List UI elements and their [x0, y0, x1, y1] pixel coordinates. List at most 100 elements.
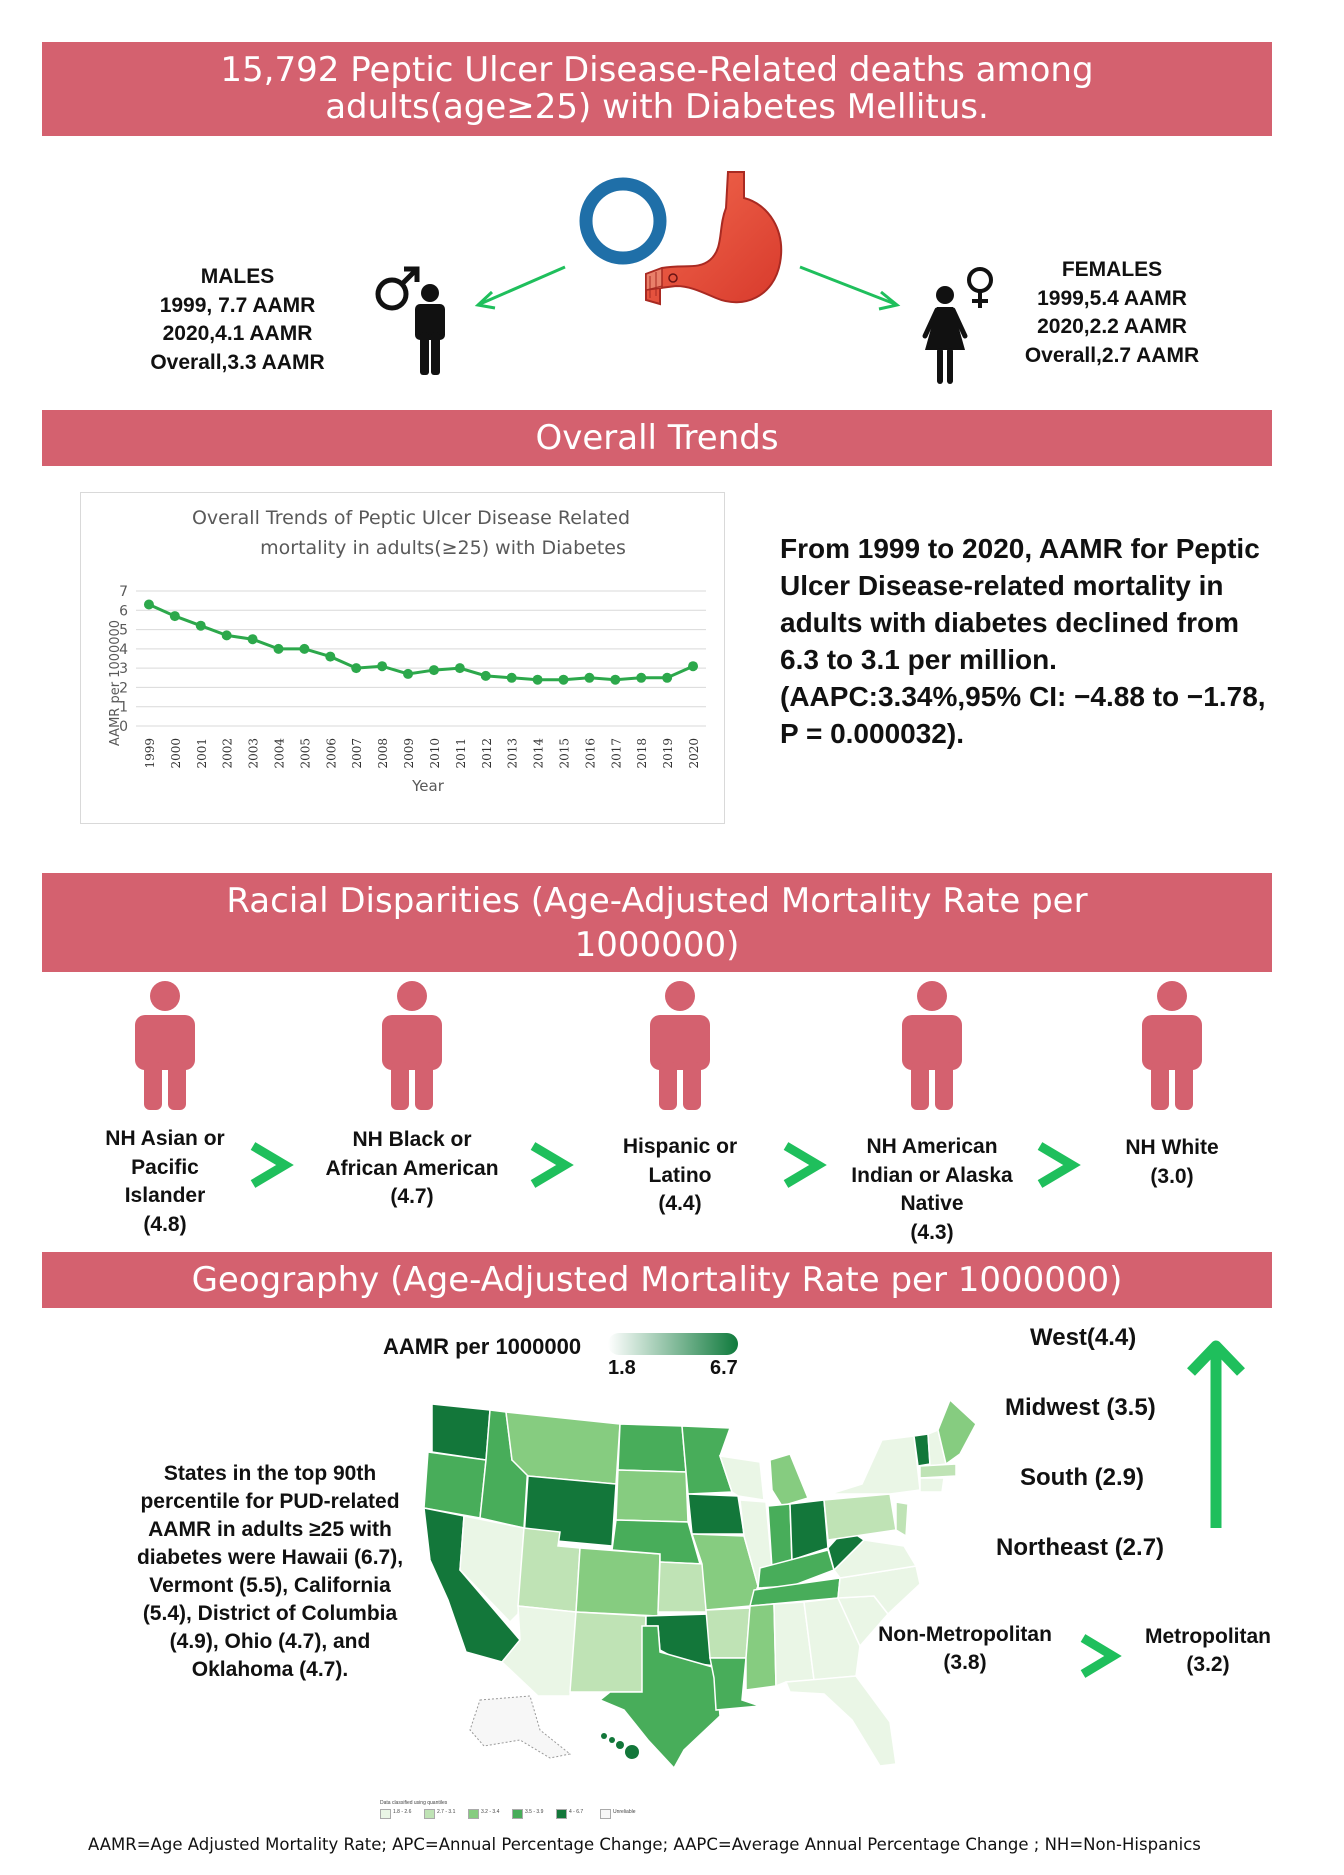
quintile-swatch — [556, 1809, 567, 1819]
males-heading: MALES — [200, 265, 275, 288]
map-quintile-legend: 1.8 - 2.6 2.7 - 3.1 3.2 - 3.4 3.5 - 3.9 4 - … — [380, 1809, 660, 1821]
region-west: West(4.4) — [1030, 1324, 1137, 1351]
chart-xtick-label: 2004 — [273, 738, 287, 769]
quintile-label: 1.8 - 2.6 — [393, 1809, 412, 1815]
arrow-right-icon — [799, 265, 901, 311]
race-person-icon — [382, 981, 442, 1110]
state-kansas — [657, 1561, 709, 1613]
chart-xtick-label: 2005 — [298, 738, 312, 769]
title-banner: 15,792 Peptic Ulcer Disease-Related deat… — [42, 42, 1272, 136]
trend-chart-svg: Overall Trends of Peptic Ulcer Disease R… — [108, 507, 706, 795]
chart-series-line — [148, 603, 694, 682]
state-wisconsin — [718, 1455, 765, 1501]
quintile-label: 3.2 - 3.4 — [481, 1809, 500, 1815]
males-1999: 1999, 7.7 AAMR — [159, 293, 316, 317]
region-midwest: Midwest (3.5) — [1005, 1394, 1156, 1421]
quintile-swatch — [424, 1809, 435, 1819]
race-label-line: (4.7) — [390, 1185, 434, 1208]
chart-data-point — [169, 611, 180, 622]
chart-data-point — [532, 674, 543, 685]
race-label-line: Native — [900, 1192, 964, 1215]
state-south-dakota — [615, 1469, 689, 1523]
chart-xtick-label: 1999 — [143, 738, 157, 769]
chart-xtick-label: 2002 — [221, 738, 235, 769]
state-florida — [784, 1675, 897, 1767]
chart-data-point — [558, 674, 569, 685]
chart-data-point — [377, 661, 388, 672]
nonmetro-line-1: Non-Metropolitan — [878, 1623, 1052, 1646]
trend-chart: Overall Trends of Peptic Ulcer Disease R… — [80, 492, 725, 824]
chart-xtick-label: 2003 — [247, 738, 261, 769]
race-group-label: Hispanic or Latino (4.4) — [580, 1133, 780, 1219]
stomach-icon — [645, 171, 783, 306]
chart-xtick-label: 2011 — [454, 738, 468, 769]
race-person-icon — [650, 981, 710, 1110]
race-banner-line-1: Racial Disparities (Age-Adjusted Mortali… — [226, 880, 1088, 921]
chart-ytick-label: 2 — [119, 680, 128, 696]
region-northeast: Northeast (2.7) — [996, 1534, 1165, 1561]
race-group-label: NH Asian or Pacific Islander (4.8) — [65, 1125, 265, 1239]
region-south: South (2.9) — [1020, 1464, 1144, 1491]
chart-data-point — [195, 620, 206, 631]
chart-xtick-label: 2009 — [402, 738, 416, 769]
chart-data-point — [662, 672, 673, 683]
chart-xtick-label: 2019 — [661, 738, 675, 769]
state-georgia — [803, 1597, 861, 1681]
state-new-jersey — [895, 1501, 909, 1538]
title-line-1: 15,792 Peptic Ulcer Disease-Related deat… — [220, 50, 1094, 90]
states-line: (5.4), District of Columbia — [142, 1602, 398, 1625]
race-chevron-icon — [530, 1142, 574, 1188]
top-states-text: States in the top 90th percentile for PU… — [100, 1460, 440, 1684]
quintile-label: 4 - 6.7 — [569, 1809, 584, 1815]
race-label-line: (3.0) — [1150, 1164, 1194, 1188]
chart-ytick-label: 4 — [119, 642, 128, 658]
females-heading: FEMALES — [1061, 258, 1163, 281]
map-legend-min: 1.8 — [608, 1357, 636, 1379]
states-line: diabetes were Hawaii (6.7), — [136, 1546, 404, 1569]
chart-data-point — [247, 634, 258, 645]
chart-xlabel: Year — [411, 777, 445, 795]
state-maine — [937, 1400, 977, 1466]
chart-data-point — [584, 672, 595, 683]
quintile-swatch — [468, 1809, 479, 1819]
state-new-york — [829, 1435, 921, 1495]
race-chevron-icon — [1037, 1142, 1081, 1188]
females-2020: 2020,2.2 AAMR — [1037, 315, 1187, 338]
chart-xtick-label: 2007 — [350, 738, 364, 769]
chart-ytick-label: 5 — [119, 623, 128, 639]
chart-data-point — [325, 651, 336, 662]
female-figure-icon — [922, 267, 993, 384]
males-stats: MALES 1999, 7.7 AAMR 2020,4.1 AAMR Overa… — [125, 263, 350, 377]
males-2020: 2020,4.1 AAMR — [162, 322, 313, 345]
chart-xtick-label: 2000 — [169, 738, 183, 769]
state-alaska — [469, 1695, 572, 1759]
race-label-line: (4.4) — [658, 1192, 702, 1215]
overall-trends-banner: Overall Trends — [42, 410, 1272, 466]
race-label-line: Pacific — [131, 1155, 199, 1179]
quintile-label: Unreliable — [613, 1809, 636, 1815]
chart-data-point — [221, 630, 232, 641]
chart-ytick-label: 1 — [119, 700, 128, 716]
map-legend-gradient — [608, 1333, 738, 1355]
chart-ylabel: AAMR per 1000000 — [108, 620, 123, 746]
trend-summary: From 1999 to 2020, AAMR for Peptic Ulcer… — [780, 533, 1266, 749]
state-new-mexico — [569, 1611, 647, 1693]
nonmetro-label: Non-Metropolitan (3.8) — [850, 1621, 1080, 1677]
chart-data-point — [403, 668, 414, 679]
geography-banner: Geography (Age-Adjusted Mortality Rate p… — [42, 1252, 1272, 1308]
race-person-icon — [135, 981, 195, 1110]
chart-ytick-label: 6 — [119, 603, 128, 619]
chart-data-point — [506, 672, 517, 683]
race-label-line: Latino — [648, 1163, 712, 1187]
chart-data-point — [454, 663, 465, 674]
region-up-arrow-icon — [1187, 1340, 1245, 1528]
state-indiana — [767, 1503, 793, 1569]
state-pennsylvania — [823, 1493, 897, 1541]
race-chevron-icon — [250, 1142, 294, 1188]
chart-xtick-label: 2008 — [376, 738, 390, 769]
male-figure-icon — [375, 266, 445, 375]
blue-ring-icon — [579, 177, 667, 265]
chart-xtick-label: 2020 — [687, 738, 701, 769]
females-overall: Overall,2.7 AAMR — [1024, 343, 1200, 367]
quintile-label: 3.5 - 3.9 — [525, 1809, 544, 1815]
